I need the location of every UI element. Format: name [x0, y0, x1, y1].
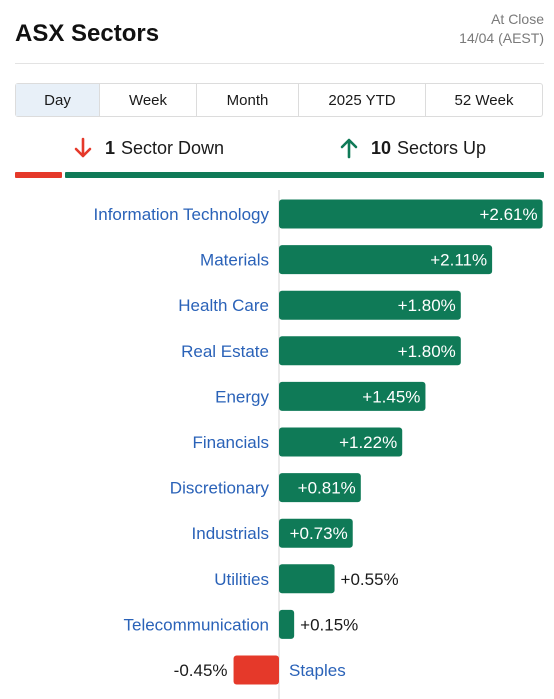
close-date: 14/04 (AEST) [459, 30, 544, 46]
label-staples[interactable]: Staples [289, 661, 346, 680]
page-title: ASX Sectors [15, 20, 160, 47]
value-financials: +1.22% [339, 433, 397, 452]
close-status: At Close [491, 11, 544, 27]
arrow-down-icon [73, 137, 93, 159]
label-energy[interactable]: Energy [215, 387, 269, 406]
value-staples: -0.45% [174, 661, 228, 680]
value-health-care: +1.80% [398, 296, 456, 315]
label-financials[interactable]: Financials [192, 433, 269, 452]
tab-2025-ytd-label: 2025 YTD [328, 91, 396, 109]
arrow-up-icon [339, 137, 359, 159]
bar-discretionary[interactable] [279, 473, 361, 503]
period-tabs: Day Week Month 2025 YTD 52 Week [15, 83, 543, 117]
tab-2025-ytd[interactable]: 2025 YTD [299, 84, 426, 116]
sectors-down-count: 1 [105, 137, 116, 158]
label-health-care[interactable]: Health Care [178, 296, 269, 315]
value-utilities: +0.55% [341, 570, 399, 589]
value-information-technology: +2.61% [479, 205, 537, 224]
label-information-technology[interactable]: Information Technology [94, 205, 270, 224]
tab-52-week-label: 52 Week [454, 91, 514, 109]
sectors-up-summary: 10 Sectors Up [339, 137, 486, 159]
value-industrials: +0.73% [290, 524, 348, 543]
sectors-up-label: Sectors Up [397, 137, 487, 158]
sectors-down-label: Sector Down [121, 137, 225, 158]
bar-materials[interactable] [279, 245, 493, 275]
sectors-up-count: 10 [371, 137, 392, 158]
tab-day[interactable]: Day [16, 84, 100, 116]
sectors-down-summary: 1 Sector Down [73, 137, 224, 159]
bar-information-technology[interactable] [279, 199, 543, 229]
label-materials[interactable]: Materials [200, 251, 269, 270]
breadth-bar-down [15, 172, 62, 178]
breadth-bar-up [65, 172, 544, 178]
tab-week-label: Week [128, 91, 168, 109]
header-divider [15, 63, 544, 64]
tab-month[interactable]: Month [197, 84, 299, 116]
value-materials: +2.11% [430, 251, 487, 270]
market-close-info: At Close 14/04 (AEST) [459, 10, 544, 48]
bar-industrials[interactable] [279, 518, 353, 548]
label-utilities[interactable]: Utilities [214, 570, 269, 589]
label-discretionary[interactable]: Discretionary [170, 479, 270, 498]
value-discretionary: +0.81% [298, 479, 356, 498]
tab-week[interactable]: Week [100, 84, 197, 116]
value-real-estate: +1.80% [398, 342, 456, 361]
tab-month-label: Month [226, 91, 269, 109]
bar-financials[interactable] [279, 427, 403, 457]
label-industrials[interactable]: Industrials [192, 524, 269, 543]
tab-day-label: Day [44, 91, 71, 109]
bar-utilities[interactable] [279, 564, 335, 594]
bar-staples[interactable] [233, 655, 279, 685]
bar-energy[interactable] [279, 381, 426, 411]
bar-real-estate[interactable] [279, 336, 461, 366]
bar-health-care[interactable] [279, 290, 461, 320]
value-telecommunication: +0.15% [300, 615, 358, 634]
label-telecommunication[interactable]: Telecommunication [123, 615, 269, 634]
tab-52-week[interactable]: 52 Week [426, 84, 542, 116]
sector-performance-chart: Information Technology +2.61% Materials +2.… [94, 190, 543, 699]
value-energy: +1.45% [362, 387, 420, 406]
label-real-estate[interactable]: Real Estate [181, 342, 269, 361]
bar-telecommunication[interactable] [279, 609, 295, 639]
